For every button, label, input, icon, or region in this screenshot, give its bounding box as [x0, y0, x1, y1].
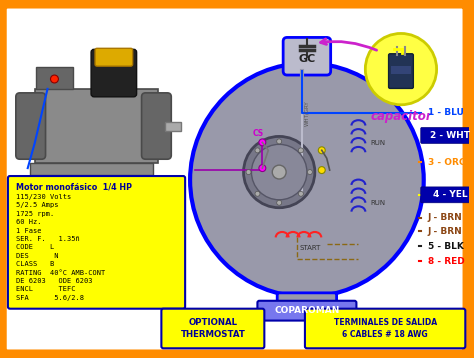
- Text: RATING  40°C AMB-CONT: RATING 40°C AMB-CONT: [16, 270, 105, 276]
- FancyBboxPatch shape: [421, 187, 474, 203]
- Text: Motor monofásico  1/4 HP: Motor monofásico 1/4 HP: [16, 183, 132, 192]
- Text: CODE    L: CODE L: [16, 245, 54, 250]
- FancyBboxPatch shape: [95, 48, 133, 66]
- Text: SFA      5.6/2.8: SFA 5.6/2.8: [16, 295, 84, 301]
- Text: 8 - RED: 8 - RED: [428, 257, 465, 266]
- Text: capacitor: capacitor: [370, 110, 432, 123]
- Circle shape: [190, 63, 424, 297]
- FancyBboxPatch shape: [30, 163, 154, 175]
- Text: J - BRN: J - BRN: [428, 227, 463, 236]
- FancyBboxPatch shape: [35, 89, 158, 163]
- Text: 60 Hz.: 60 Hz.: [16, 219, 41, 225]
- Text: 5/2.5 Amps: 5/2.5 Amps: [16, 202, 58, 208]
- FancyBboxPatch shape: [277, 293, 337, 311]
- Text: 4 - YEL: 4 - YEL: [433, 190, 468, 199]
- Text: RUN: RUN: [370, 140, 385, 146]
- FancyBboxPatch shape: [283, 38, 331, 75]
- Text: TERMINALES DE SALIDA
6 CABLES # 18 AWG: TERMINALES DE SALIDA 6 CABLES # 18 AWG: [334, 318, 437, 339]
- Text: 5 - BLK: 5 - BLK: [428, 242, 464, 251]
- Circle shape: [308, 170, 312, 175]
- Text: OPTIONAL
THERMOSTAT: OPTIONAL THERMOSTAT: [181, 318, 245, 339]
- Text: WHT/GRY: WHT/GRY: [304, 100, 309, 126]
- Text: ENCL      TEFC: ENCL TEFC: [16, 286, 75, 292]
- Circle shape: [272, 165, 286, 179]
- Text: 1 - BLU: 1 - BLU: [428, 108, 464, 117]
- FancyBboxPatch shape: [142, 93, 171, 159]
- Circle shape: [319, 147, 325, 154]
- FancyBboxPatch shape: [421, 127, 474, 143]
- Text: 3 - ORG: 3 - ORG: [428, 158, 466, 167]
- Circle shape: [246, 170, 251, 175]
- Circle shape: [365, 33, 437, 105]
- FancyBboxPatch shape: [161, 309, 264, 348]
- Circle shape: [299, 191, 303, 196]
- Text: 1725 rpm.: 1725 rpm.: [16, 211, 54, 217]
- Circle shape: [51, 75, 58, 83]
- Text: 115/230 Volts: 115/230 Volts: [16, 194, 71, 200]
- FancyBboxPatch shape: [36, 67, 73, 89]
- FancyBboxPatch shape: [165, 122, 181, 131]
- FancyBboxPatch shape: [8, 176, 185, 309]
- Circle shape: [319, 166, 325, 174]
- Text: SER. F.   1.35ñ: SER. F. 1.35ñ: [16, 236, 80, 242]
- Text: RUN: RUN: [370, 200, 385, 206]
- Circle shape: [255, 148, 260, 153]
- Text: 1 Fase: 1 Fase: [16, 228, 41, 233]
- Text: DES      N: DES N: [16, 253, 58, 259]
- FancyBboxPatch shape: [0, 2, 469, 356]
- Text: GC: GC: [298, 54, 316, 64]
- Circle shape: [277, 200, 282, 205]
- Circle shape: [259, 139, 266, 146]
- FancyBboxPatch shape: [305, 309, 465, 348]
- Text: COPAROMAN: COPAROMAN: [274, 306, 339, 315]
- Text: J - BRN: J - BRN: [428, 213, 463, 222]
- FancyBboxPatch shape: [391, 66, 411, 74]
- Circle shape: [252, 144, 307, 200]
- Circle shape: [277, 139, 282, 144]
- FancyBboxPatch shape: [389, 54, 413, 88]
- FancyBboxPatch shape: [257, 301, 356, 320]
- Circle shape: [259, 165, 266, 171]
- Text: CLASS   B: CLASS B: [16, 261, 54, 267]
- Circle shape: [299, 148, 303, 153]
- Text: CS: CS: [253, 130, 264, 139]
- FancyBboxPatch shape: [16, 93, 46, 159]
- Text: START: START: [300, 245, 321, 251]
- FancyBboxPatch shape: [91, 49, 137, 97]
- FancyBboxPatch shape: [4, 6, 465, 352]
- Text: 2 - WHT: 2 - WHT: [430, 131, 471, 140]
- Circle shape: [244, 136, 315, 208]
- Text: DE 6203   ODE 6203: DE 6203 ODE 6203: [16, 278, 92, 284]
- Circle shape: [255, 191, 260, 196]
